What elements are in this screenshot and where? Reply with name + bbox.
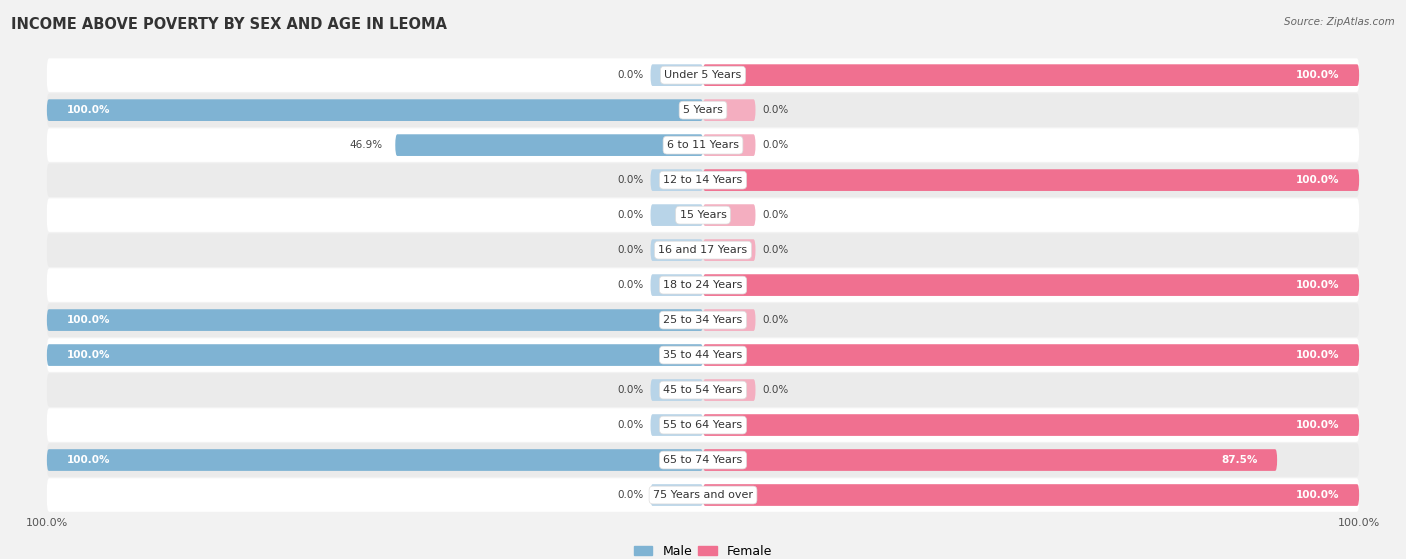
FancyBboxPatch shape [703,309,755,331]
Text: 0.0%: 0.0% [617,280,644,290]
FancyBboxPatch shape [46,408,1360,442]
FancyBboxPatch shape [703,134,755,156]
Text: 0.0%: 0.0% [762,245,789,255]
FancyBboxPatch shape [703,414,1360,436]
FancyBboxPatch shape [46,163,1360,197]
FancyBboxPatch shape [651,274,703,296]
Text: 0.0%: 0.0% [762,385,789,395]
FancyBboxPatch shape [651,239,703,261]
FancyBboxPatch shape [651,414,703,436]
Text: 15 Years: 15 Years [679,210,727,220]
FancyBboxPatch shape [395,134,703,156]
Text: 6 to 11 Years: 6 to 11 Years [666,140,740,150]
FancyBboxPatch shape [703,64,1360,86]
Text: 0.0%: 0.0% [617,70,644,80]
Text: 100.0%: 100.0% [1296,175,1340,185]
FancyBboxPatch shape [46,443,1360,477]
Text: 100.0%: 100.0% [1296,280,1340,290]
FancyBboxPatch shape [46,479,1360,512]
Text: 65 to 74 Years: 65 to 74 Years [664,455,742,465]
Text: 100.0%: 100.0% [1296,420,1340,430]
FancyBboxPatch shape [703,344,1360,366]
Text: 18 to 24 Years: 18 to 24 Years [664,280,742,290]
FancyBboxPatch shape [703,449,1277,471]
FancyBboxPatch shape [651,484,703,506]
FancyBboxPatch shape [46,198,1360,232]
Text: 0.0%: 0.0% [762,315,789,325]
FancyBboxPatch shape [703,100,755,121]
FancyBboxPatch shape [46,93,1360,127]
Legend: Male, Female: Male, Female [628,540,778,559]
Text: 100.0%: 100.0% [66,315,110,325]
FancyBboxPatch shape [46,344,703,366]
FancyBboxPatch shape [703,204,755,226]
Text: 55 to 64 Years: 55 to 64 Years [664,420,742,430]
FancyBboxPatch shape [46,338,1360,372]
Text: 0.0%: 0.0% [617,245,644,255]
FancyBboxPatch shape [703,274,1360,296]
FancyBboxPatch shape [46,233,1360,267]
FancyBboxPatch shape [46,309,703,331]
FancyBboxPatch shape [46,58,1360,92]
FancyBboxPatch shape [46,304,1360,337]
Text: 25 to 34 Years: 25 to 34 Years [664,315,742,325]
Text: 0.0%: 0.0% [617,420,644,430]
FancyBboxPatch shape [703,239,755,261]
Text: Under 5 Years: Under 5 Years [665,70,741,80]
Text: Source: ZipAtlas.com: Source: ZipAtlas.com [1284,17,1395,27]
Text: 45 to 54 Years: 45 to 54 Years [664,385,742,395]
FancyBboxPatch shape [46,373,1360,407]
Text: 100.0%: 100.0% [1296,490,1340,500]
Text: INCOME ABOVE POVERTY BY SEX AND AGE IN LEOMA: INCOME ABOVE POVERTY BY SEX AND AGE IN L… [11,17,447,32]
FancyBboxPatch shape [703,379,755,401]
Text: 0.0%: 0.0% [762,105,789,115]
FancyBboxPatch shape [651,64,703,86]
Text: 0.0%: 0.0% [617,175,644,185]
Text: 0.0%: 0.0% [617,385,644,395]
Text: 0.0%: 0.0% [762,210,789,220]
Text: 0.0%: 0.0% [617,490,644,500]
Text: 75 Years and over: 75 Years and over [652,490,754,500]
Text: 100.0%: 100.0% [1296,70,1340,80]
Text: 0.0%: 0.0% [762,140,789,150]
Text: 0.0%: 0.0% [617,210,644,220]
Text: 35 to 44 Years: 35 to 44 Years [664,350,742,360]
FancyBboxPatch shape [46,268,1360,302]
FancyBboxPatch shape [46,100,703,121]
FancyBboxPatch shape [703,169,1360,191]
FancyBboxPatch shape [46,129,1360,162]
Text: 87.5%: 87.5% [1220,455,1257,465]
Text: 5 Years: 5 Years [683,105,723,115]
Text: 100.0%: 100.0% [66,455,110,465]
FancyBboxPatch shape [46,449,703,471]
Text: 16 and 17 Years: 16 and 17 Years [658,245,748,255]
Text: 100.0%: 100.0% [66,350,110,360]
Text: 100.0%: 100.0% [66,105,110,115]
FancyBboxPatch shape [703,484,1360,506]
FancyBboxPatch shape [651,379,703,401]
Text: 46.9%: 46.9% [349,140,382,150]
Text: 100.0%: 100.0% [1296,350,1340,360]
FancyBboxPatch shape [651,169,703,191]
FancyBboxPatch shape [651,204,703,226]
Text: 12 to 14 Years: 12 to 14 Years [664,175,742,185]
